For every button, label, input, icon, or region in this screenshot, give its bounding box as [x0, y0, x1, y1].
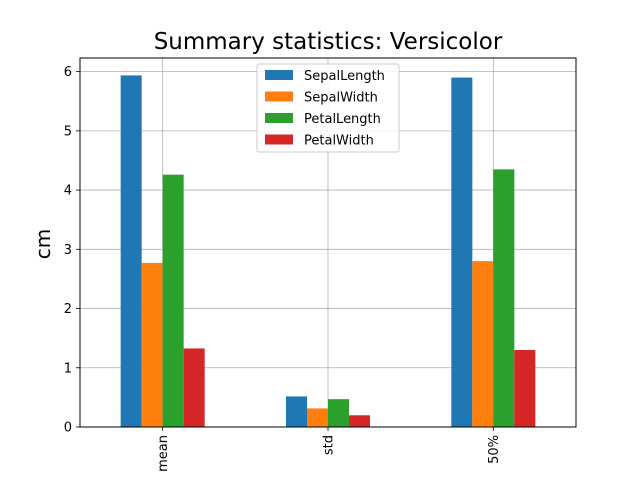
bar-SepalWidth-mean	[141, 262, 163, 427]
legend-box	[256, 63, 400, 153]
bar-PetalWidth-mean	[183, 348, 205, 427]
y-tick-label: 0	[64, 421, 72, 436]
y-axis-label: cm	[31, 229, 55, 259]
x-tick-label: std	[322, 435, 337, 455]
bar-PetalWidth-50%	[514, 350, 536, 427]
legend-swatch-PetalWidth	[265, 134, 293, 145]
x-tick-label: mean	[156, 435, 171, 472]
x-ticks: mean std 50%	[156, 427, 502, 472]
bars	[120, 75, 536, 427]
bar-SepalWidth-std	[307, 408, 328, 427]
legend-label-PetalLength: PetalLength	[304, 112, 381, 127]
y-tick-label: 1	[64, 361, 72, 376]
bar-PetalLength-mean	[162, 174, 184, 427]
legend-label-PetalWidth: PetalWidth	[304, 134, 374, 149]
y-tick-label: 6	[64, 65, 72, 80]
legend: SepalLength SepalWidth PetalLength PetalWid…	[256, 63, 400, 153]
bar-PetalWidth-std	[349, 415, 370, 427]
legend-swatch-SepalWidth	[265, 91, 293, 102]
legend-swatch-SepalLength	[265, 70, 293, 80]
bar-SepalLength-std	[286, 396, 307, 427]
x-tick-label: 50%	[487, 435, 502, 464]
y-tick-label: 5	[64, 124, 72, 139]
y-tick-label: 3	[64, 243, 72, 258]
y-tick-label: 4	[64, 184, 72, 199]
legend-swatch-PetalLength	[265, 113, 293, 123]
bar-SepalWidth-50%	[472, 261, 494, 427]
bar-SepalLength-50%	[451, 77, 473, 427]
bar-PetalLength-50%	[493, 169, 515, 427]
legend-label-SepalWidth: SepalWidth	[304, 91, 378, 106]
bar-PetalLength-std	[328, 399, 349, 427]
chart-title: Summary statistics: Versicolor	[154, 29, 503, 55]
y-ticks: 0 1 2 3 4 5 6	[64, 65, 80, 436]
bar-SepalLength-mean	[120, 75, 142, 427]
legend-label-SepalLength: SepalLength	[304, 69, 385, 84]
y-tick-label: 2	[64, 302, 72, 317]
